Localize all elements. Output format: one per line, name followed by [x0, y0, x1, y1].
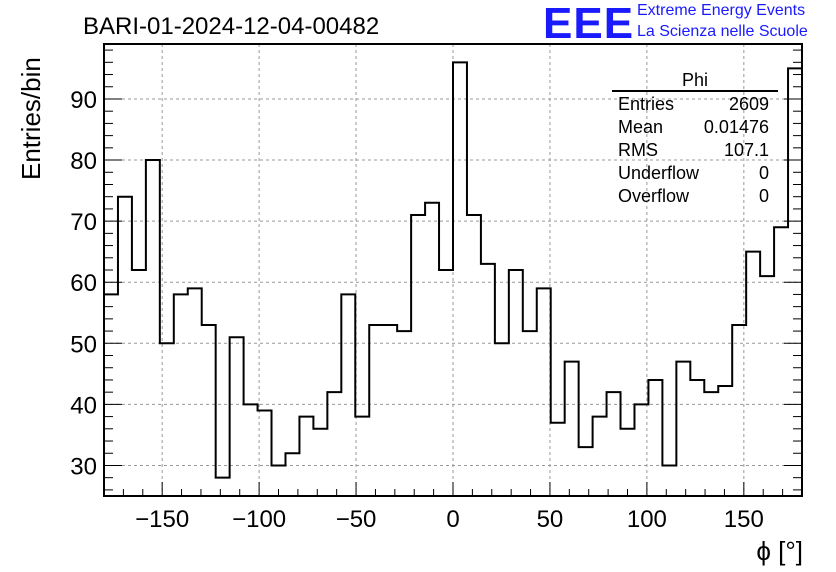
y-axis-label: Entries/bin	[16, 57, 46, 180]
x-axis-label: ϕ [°]	[756, 536, 803, 566]
stats-label: RMS	[618, 140, 658, 160]
stats-value: 0	[759, 186, 769, 206]
y-tick-label: 80	[70, 148, 97, 175]
stats-value: 0.01476	[704, 117, 769, 137]
x-tick-label: 100	[627, 506, 667, 533]
stats-value: 0	[759, 163, 769, 183]
x-tick-label: 150	[724, 506, 764, 533]
y-tick-label: 60	[70, 270, 97, 297]
chart-title: BARI-01-2024-12-04-00482	[83, 13, 379, 40]
logo-line-2: La Scienza nelle Scuole	[637, 23, 808, 40]
stats-label: Underflow	[618, 163, 700, 183]
stats-box: Phi Entries 2609 Mean 0.01476 RMS 107.1 Underfl…	[612, 70, 778, 206]
stats-value: 107.1	[724, 140, 769, 160]
x-tick-label: 50	[537, 506, 564, 533]
axis-ticks: −150 −100 −50 0 50 100 150 30 40 50 60 70 80 90	[70, 49, 803, 533]
x-tick-label: −100	[232, 506, 286, 533]
y-tick-label: 50	[70, 331, 97, 358]
histogram-line	[104, 61, 802, 479]
stats-label: Overflow	[618, 186, 690, 206]
y-tick-label: 90	[70, 87, 97, 114]
logo-line-1: Extreme Energy Events	[637, 2, 806, 19]
x-tick-label: −150	[135, 506, 189, 533]
y-tick-label: 70	[70, 209, 97, 236]
y-tick-label: 40	[70, 392, 97, 419]
stats-label: Entries	[618, 94, 674, 114]
x-tick-label: 0	[446, 506, 459, 533]
eee-logo: EEE	[543, 0, 635, 48]
stats-label: Mean	[618, 117, 663, 137]
x-tick-label: −50	[336, 506, 377, 533]
stats-title: Phi	[682, 70, 708, 90]
stats-value: 2609	[729, 94, 769, 114]
y-tick-label: 30	[70, 453, 97, 480]
